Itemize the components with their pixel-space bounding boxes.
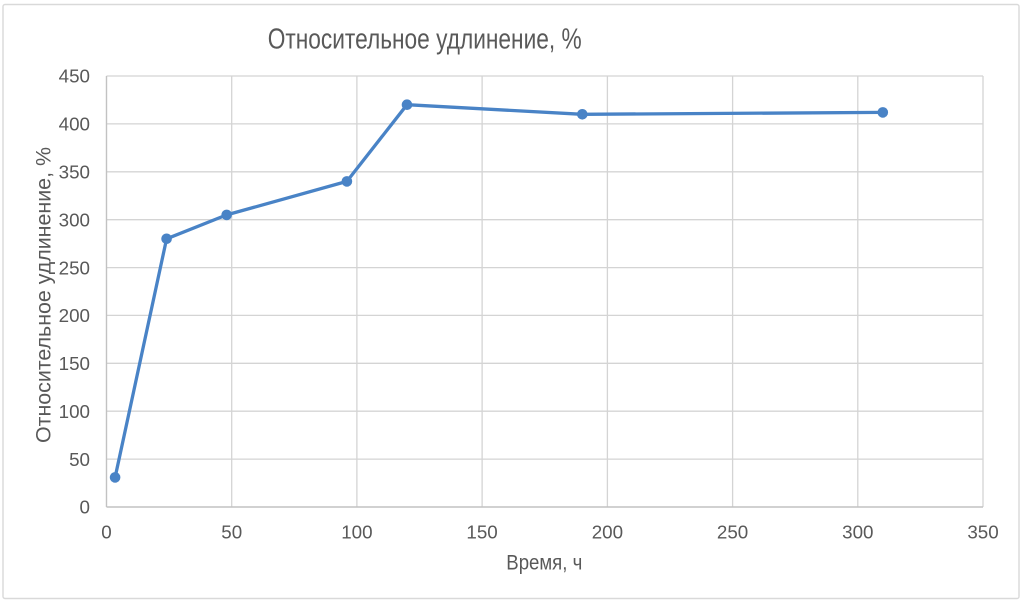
svg-text:Относительное удлинение, %: Относительное удлинение, %: [33, 147, 56, 443]
svg-text:300: 300: [59, 209, 90, 230]
svg-text:350: 350: [59, 162, 90, 183]
svg-text:100: 100: [341, 522, 372, 543]
svg-text:50: 50: [69, 449, 90, 470]
svg-text:50: 50: [221, 522, 242, 543]
svg-text:0: 0: [80, 497, 90, 518]
svg-text:150: 150: [59, 353, 90, 374]
svg-text:Относительное удлинение, %: Относительное удлинение, %: [268, 24, 582, 56]
svg-text:250: 250: [59, 257, 90, 278]
svg-text:350: 350: [967, 522, 998, 543]
svg-text:100: 100: [59, 401, 90, 422]
svg-text:200: 200: [592, 522, 623, 543]
svg-text:300: 300: [842, 522, 873, 543]
svg-text:400: 400: [59, 114, 90, 135]
svg-text:250: 250: [717, 522, 748, 543]
svg-text:Время, ч: Время, ч: [506, 552, 582, 575]
svg-text:200: 200: [59, 305, 90, 326]
svg-text:0: 0: [101, 522, 111, 543]
svg-text:150: 150: [466, 522, 497, 543]
svg-text:450: 450: [59, 66, 90, 87]
